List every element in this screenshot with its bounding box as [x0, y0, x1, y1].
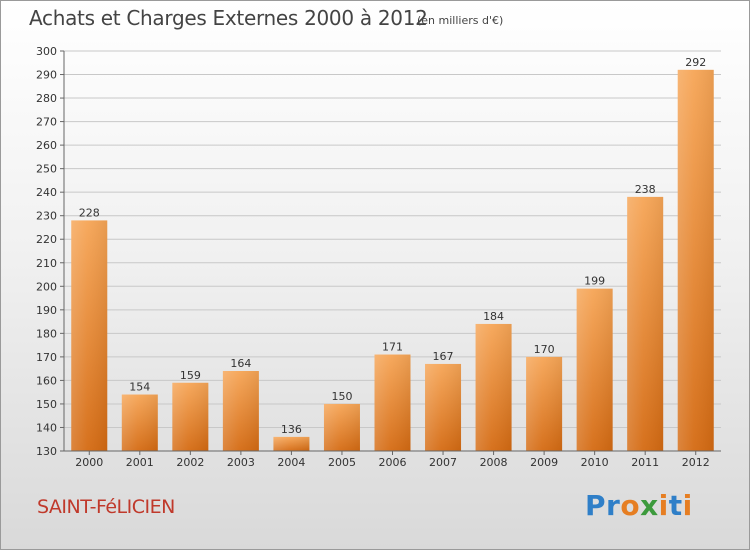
bar-value-label: 171 — [382, 341, 403, 354]
y-tick-label: 220 — [36, 233, 57, 246]
bar-shine — [425, 363, 462, 451]
y-tick-label: 190 — [36, 304, 57, 317]
x-tick-label: 2001 — [126, 456, 154, 469]
bar-value-label: 136 — [281, 423, 302, 436]
y-tick-label: 180 — [36, 327, 57, 340]
bar-value-label: 164 — [230, 357, 251, 370]
logo-letter: x — [640, 489, 659, 522]
x-tick-label: 2006 — [379, 456, 407, 469]
bar-shine — [374, 354, 411, 451]
y-tick-label: 200 — [36, 280, 57, 293]
bar-value-labels: 228 154 159 164 136 150 171 167 184 170 199 238 292 — [79, 56, 706, 436]
y-tick-label: 130 — [36, 445, 57, 458]
logo-letter: r — [606, 489, 621, 522]
bar-shine — [475, 323, 512, 451]
bars-group — [71, 69, 714, 451]
x-tick-label: 2012 — [682, 456, 710, 469]
bar-shine — [71, 220, 108, 451]
bar-shine — [222, 371, 259, 451]
bar-shine — [323, 403, 360, 451]
bar-shine — [627, 196, 664, 451]
bar-value-label: 238 — [635, 183, 656, 196]
y-tick-label: 160 — [36, 374, 57, 387]
x-tick-label: 2002 — [176, 456, 204, 469]
bar-shine — [172, 382, 209, 451]
x-tick-label: 2009 — [530, 456, 558, 469]
y-tick-label: 210 — [36, 257, 57, 270]
x-tick-label: 2005 — [328, 456, 356, 469]
bar-value-label: 199 — [584, 275, 605, 288]
logo-letter: o — [620, 489, 641, 522]
y-tick-label: 260 — [36, 139, 57, 152]
x-tick-label: 2010 — [581, 456, 609, 469]
x-tick-label: 2000 — [75, 456, 103, 469]
logo-letter: i — [658, 489, 669, 522]
bar-value-label: 154 — [129, 381, 150, 394]
bar-value-label: 184 — [483, 310, 504, 323]
x-tick-label: 2011 — [631, 456, 659, 469]
y-tick-label: 150 — [36, 398, 57, 411]
logo-letter: P — [585, 489, 607, 522]
x-tick-label: 2004 — [277, 456, 305, 469]
bar-shine — [273, 436, 310, 451]
y-tick-label: 140 — [36, 421, 57, 434]
y-tick-label: 270 — [36, 116, 57, 129]
y-axis-tick-labels: 130 140 150 160 170 180 190 200 210 220 230 240 250 2… — [36, 45, 57, 458]
bar-value-label: 228 — [79, 206, 100, 219]
x-tick-label: 2008 — [480, 456, 508, 469]
chart-title: Achats et Charges Externes 2000 à 2012 — [29, 6, 428, 30]
bar-value-label: 167 — [433, 350, 454, 363]
logo-letter: t — [668, 489, 683, 522]
y-tick-label: 230 — [36, 210, 57, 223]
y-tick-label: 280 — [36, 92, 57, 105]
logo-letter: i — [682, 489, 693, 522]
bar-value-label: 150 — [331, 390, 352, 403]
x-tick-label: 2003 — [227, 456, 255, 469]
y-tick-label: 240 — [36, 186, 57, 199]
y-tick-label: 300 — [36, 45, 57, 58]
bar-value-label: 292 — [685, 56, 706, 69]
bar-shine — [526, 356, 563, 451]
proxiti-logo[interactable]: Proxiti — [585, 489, 693, 522]
x-tick-label: 2007 — [429, 456, 457, 469]
y-tick-label: 170 — [36, 351, 57, 364]
commune-name: SAINT-FéLICIEN — [37, 496, 175, 518]
bar-value-label: 170 — [534, 343, 555, 356]
bar-shine — [677, 69, 714, 451]
y-tick-label: 250 — [36, 163, 57, 176]
chart-subtitle: (en milliers d'€) — [417, 14, 504, 27]
bar-shine — [576, 288, 613, 451]
y-tick-label: 290 — [36, 69, 57, 82]
bar-shine — [121, 394, 158, 451]
bar-value-label: 159 — [180, 369, 201, 382]
x-axis-tick-labels: 2000 2001 2002 2003 2004 2005 2006 2007 2008 2009… — [75, 451, 710, 469]
